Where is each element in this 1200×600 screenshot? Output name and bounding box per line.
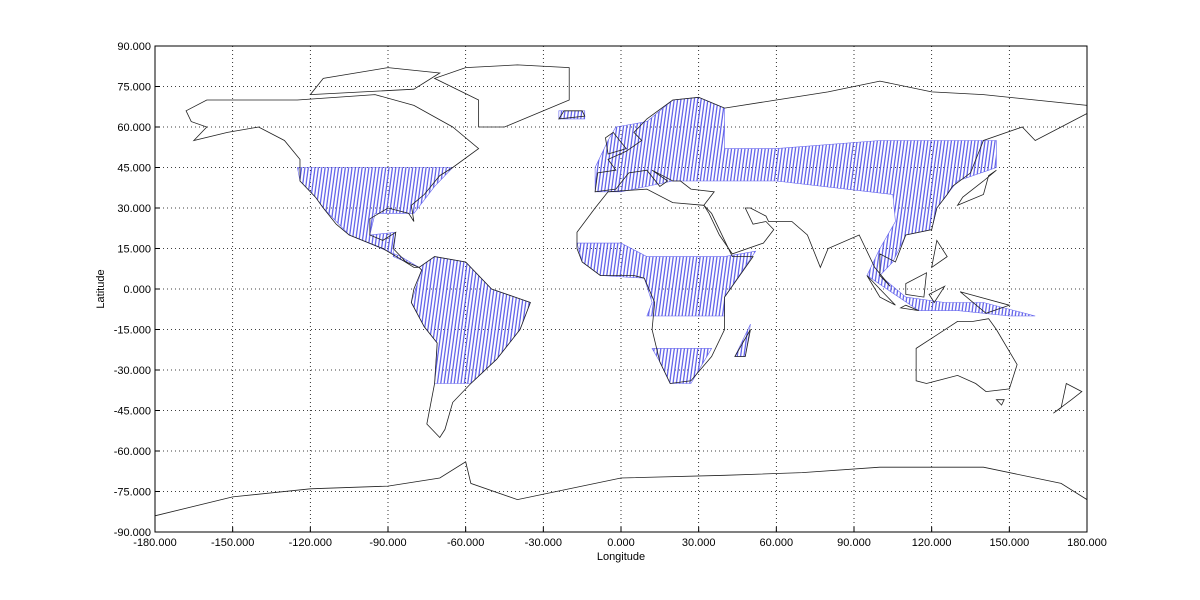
x-tick-label: 90.000 xyxy=(837,537,871,549)
y-tick-label: 0.000 xyxy=(123,284,151,296)
coverage-region xyxy=(652,348,712,383)
y-axis-label: Latitude xyxy=(95,269,107,308)
coastline xyxy=(996,384,1081,414)
coastline xyxy=(916,319,1017,392)
y-tick-label: 15.000 xyxy=(117,244,151,256)
coastline xyxy=(605,132,626,154)
x-tick-label: 0.000 xyxy=(607,537,635,549)
y-tick-label: -45.000 xyxy=(114,406,151,418)
coastlines xyxy=(155,65,1087,516)
y-tick-label: 60.000 xyxy=(117,122,151,134)
x-tick-label: -180.000 xyxy=(133,537,176,549)
y-tick-label: -60.000 xyxy=(114,446,151,458)
x-tick-label: -30.000 xyxy=(525,537,562,549)
coastline xyxy=(867,240,1009,313)
coastline xyxy=(411,257,530,438)
y-tick-label: 45.000 xyxy=(117,163,151,175)
x-tick-label: -150.000 xyxy=(211,537,254,549)
y-tick-label: 30.000 xyxy=(117,203,151,215)
coastline xyxy=(577,189,753,383)
y-tick-label: -30.000 xyxy=(114,365,151,377)
x-tick-label: 120.000 xyxy=(912,537,952,549)
x-tick-label: 60.000 xyxy=(760,537,794,549)
coastline xyxy=(958,170,997,205)
coastline xyxy=(310,68,439,95)
y-tick-label: -90.000 xyxy=(114,527,151,539)
x-tick-label: -90.000 xyxy=(369,537,406,549)
coastline xyxy=(735,330,751,357)
coastline xyxy=(595,81,1087,286)
x-tick-label: 180.000 xyxy=(1067,537,1107,549)
coastline xyxy=(559,111,585,119)
x-tick-label: 30.000 xyxy=(682,537,716,549)
x-tick-label: -120.000 xyxy=(289,537,332,549)
x-axis-label: Longitude xyxy=(597,551,645,563)
y-tick-label: -75.000 xyxy=(114,487,151,499)
x-tick-label: -60.000 xyxy=(447,537,484,549)
y-tick-label: 75.000 xyxy=(117,82,151,94)
y-tick-label: 90.000 xyxy=(117,41,151,53)
x-tick-label: 150.000 xyxy=(989,537,1029,549)
y-tick-label: -15.000 xyxy=(114,325,151,337)
coastline xyxy=(435,65,570,127)
coastline xyxy=(186,95,479,268)
coastline xyxy=(155,462,1087,516)
map xyxy=(155,65,1087,516)
